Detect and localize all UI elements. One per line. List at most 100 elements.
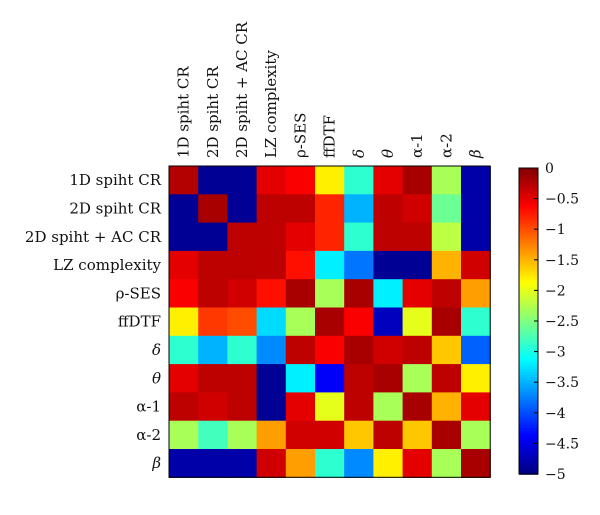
colorbar: 0 −0.5 −1 −1.5 −2 −2.5 −3 −3.5 −4 −4.5 −5 bbox=[518, 161, 579, 483]
heatmap-cell bbox=[431, 166, 462, 195]
colorbar-segment bbox=[519, 190, 538, 195]
column-label: 2D spiht + AC CR bbox=[233, 21, 251, 158]
heatmap-cell bbox=[315, 364, 345, 393]
colorbar-segment bbox=[519, 206, 538, 210]
colorbar-segment bbox=[519, 369, 538, 373]
colorbar-segment bbox=[519, 415, 538, 419]
colorbar-segment bbox=[519, 326, 538, 330]
heatmap-cell bbox=[402, 335, 433, 365]
heatmap-cell bbox=[315, 392, 345, 422]
colorbar-tick-label: −2 bbox=[545, 283, 566, 299]
colorbar-segment bbox=[519, 168, 538, 172]
colorbar-segment bbox=[519, 275, 538, 279]
colorbar-segment bbox=[519, 313, 538, 317]
colorbar-segment bbox=[519, 249, 538, 253]
colorbar-segment bbox=[519, 394, 538, 399]
colorbar-segment bbox=[519, 412, 538, 417]
colorbar-tick-label: −0.5 bbox=[545, 192, 579, 208]
colorbar-segment bbox=[519, 270, 538, 274]
colorbar-segment bbox=[519, 203, 538, 208]
colorbar-segment bbox=[519, 331, 538, 335]
heatmap-cell bbox=[402, 166, 433, 195]
colorbar-segment bbox=[519, 224, 538, 228]
heatmap-cell bbox=[431, 449, 462, 478]
colorbar-segment bbox=[519, 351, 538, 355]
heatmap-cell bbox=[169, 364, 199, 393]
colorbar-segment bbox=[519, 229, 538, 233]
heatmap-cell bbox=[344, 420, 374, 450]
heatmap-cell bbox=[169, 335, 199, 365]
heatmap-cell bbox=[256, 194, 287, 224]
heatmap-cell bbox=[256, 364, 287, 393]
heatmap-cell bbox=[227, 279, 258, 309]
colorbar-segment bbox=[519, 471, 538, 475]
heatmap-cell bbox=[256, 279, 287, 309]
heatmap-cell bbox=[285, 420, 316, 450]
heatmap-cell bbox=[402, 392, 433, 422]
heatmap-cell bbox=[431, 335, 462, 365]
colorbar-segment bbox=[519, 282, 538, 287]
heatmap-cell bbox=[198, 392, 228, 422]
heatmap-cell bbox=[461, 194, 491, 224]
colorbar-segment bbox=[519, 387, 538, 391]
colorbar-segment bbox=[519, 445, 538, 450]
heatmap-cell bbox=[256, 307, 287, 337]
heatmap-cell bbox=[373, 307, 404, 337]
colorbar-segment bbox=[519, 257, 538, 261]
column-label: ρ-SES bbox=[291, 113, 309, 158]
colorbar-segment bbox=[519, 196, 538, 200]
row-label: ffDTF bbox=[118, 313, 161, 331]
colorbar-tick-label: 0 bbox=[545, 161, 554, 177]
colorbar-tick-label: −3.5 bbox=[545, 375, 579, 391]
colorbar-segment bbox=[519, 267, 538, 271]
colorbar-segment bbox=[519, 377, 538, 381]
column-label: θ bbox=[379, 149, 397, 158]
heatmap-cell bbox=[285, 279, 316, 309]
heatmap-cell bbox=[256, 222, 287, 252]
heatmap-cell bbox=[256, 335, 287, 365]
heatmap-cell bbox=[198, 166, 228, 195]
colorbar-segment bbox=[519, 456, 538, 460]
heatmap-cell bbox=[373, 392, 404, 422]
colorbar-segment bbox=[519, 315, 538, 320]
colorbar-segment bbox=[519, 453, 538, 457]
heatmap-cell bbox=[402, 449, 433, 478]
heatmap-cell bbox=[431, 392, 462, 422]
heatmap-cell bbox=[256, 250, 287, 280]
heatmap-cell bbox=[169, 194, 199, 224]
colorbar-segment bbox=[519, 428, 538, 432]
heatmap-cell bbox=[227, 364, 258, 393]
colorbar-segment bbox=[519, 244, 538, 248]
colorbar-segment bbox=[519, 287, 538, 292]
colorbar-segment bbox=[519, 252, 538, 256]
heatmap-cell bbox=[402, 420, 433, 450]
heatmap-cell bbox=[256, 392, 287, 422]
colorbar-segment bbox=[519, 236, 538, 241]
colorbar-segment bbox=[519, 463, 538, 468]
colorbar-segment bbox=[519, 461, 538, 465]
colorbar-segment bbox=[519, 400, 538, 404]
heatmap-cell bbox=[461, 279, 491, 309]
heatmap-cell bbox=[285, 307, 316, 337]
heatmap-cell bbox=[373, 250, 404, 280]
heatmap-cell bbox=[431, 250, 462, 280]
heatmap-cell bbox=[315, 307, 345, 337]
heatmap-cell bbox=[344, 279, 374, 309]
colorbar-segment bbox=[519, 180, 538, 185]
colorbar-segment bbox=[519, 305, 538, 310]
colorbar-tick-label: −2.5 bbox=[545, 314, 579, 330]
heatmap-cell bbox=[169, 279, 199, 309]
colorbar-segment bbox=[519, 423, 538, 427]
colorbar-segment bbox=[519, 343, 538, 348]
column-label: δ bbox=[350, 149, 368, 158]
colorbar-segment bbox=[519, 213, 538, 218]
colorbar-segment bbox=[519, 336, 538, 340]
heatmap-cell bbox=[344, 222, 374, 252]
colorbar-segment bbox=[519, 310, 538, 315]
heatmap-cell bbox=[431, 279, 462, 309]
heatmap-cell bbox=[461, 307, 491, 337]
colorbar-segment bbox=[519, 346, 538, 350]
colorbar-segment bbox=[519, 349, 538, 353]
heatmap-cell bbox=[315, 166, 345, 195]
heatmap-cell bbox=[285, 222, 316, 252]
